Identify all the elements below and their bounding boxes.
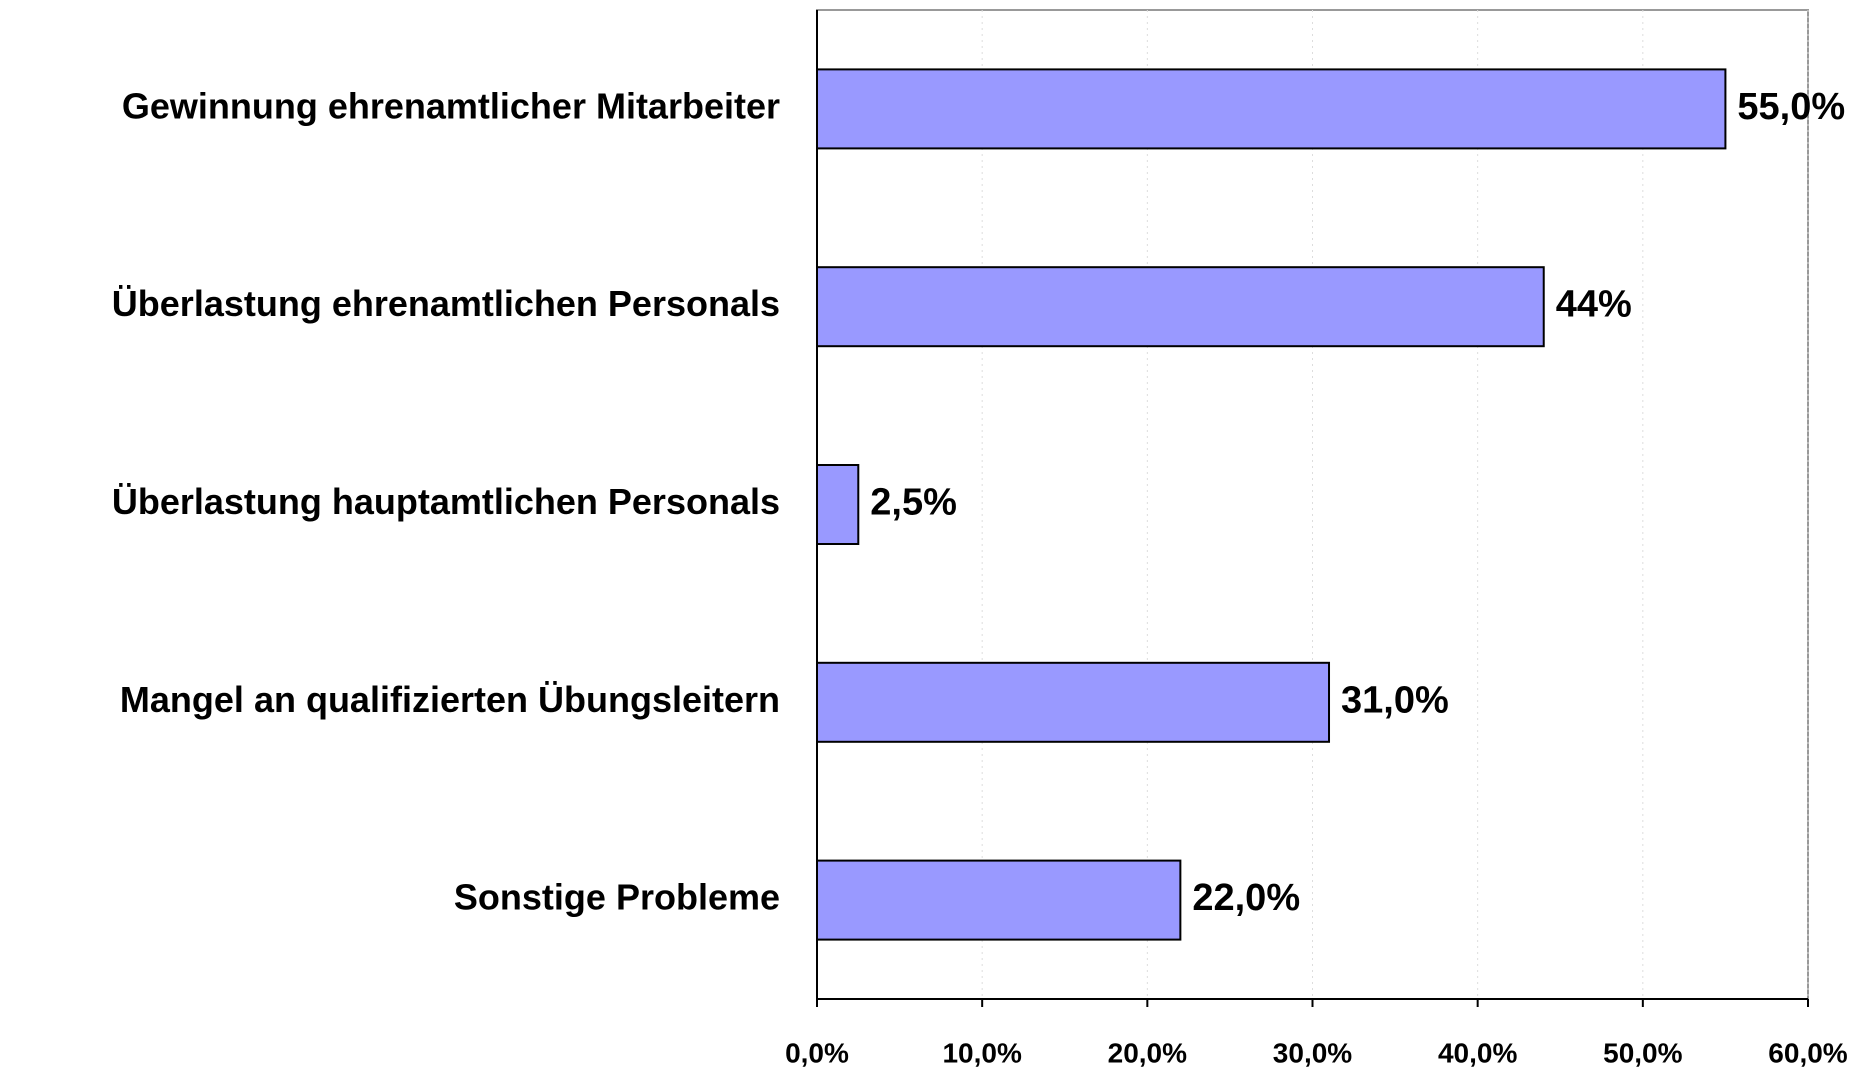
x-tick-label: 10,0%	[942, 1037, 1021, 1068]
category-label: Sonstige Probleme	[454, 877, 780, 918]
x-tick-label: 60,0%	[1768, 1037, 1847, 1068]
category-label: Gewinnung ehrenamtlicher Mitarbeiter	[122, 85, 780, 126]
bar	[816, 859, 1182, 941]
bar	[816, 68, 1727, 150]
category-label: Mangel an qualifizierten Übungsleitern	[120, 679, 780, 720]
value-label: 44%	[1556, 284, 1632, 326]
category-label: Überlastung hauptamtlichen Personals	[112, 481, 780, 522]
category-label: Überlastung ehrenamtlichen Personals	[112, 283, 780, 324]
bar	[816, 266, 1545, 348]
value-label: 2,5%	[870, 482, 957, 524]
value-label: 22,0%	[1192, 877, 1300, 919]
x-tick-label: 20,0%	[1108, 1037, 1187, 1068]
value-label: 31,0%	[1341, 679, 1449, 721]
x-tick-label: 40,0%	[1438, 1037, 1517, 1068]
bar	[816, 661, 1331, 743]
x-tick-label: 30,0%	[1273, 1037, 1352, 1068]
x-tick-label: 50,0%	[1603, 1037, 1682, 1068]
x-tick-label: 0,0%	[785, 1037, 849, 1068]
value-label: 55,0%	[1737, 86, 1845, 128]
bar	[816, 464, 860, 545]
